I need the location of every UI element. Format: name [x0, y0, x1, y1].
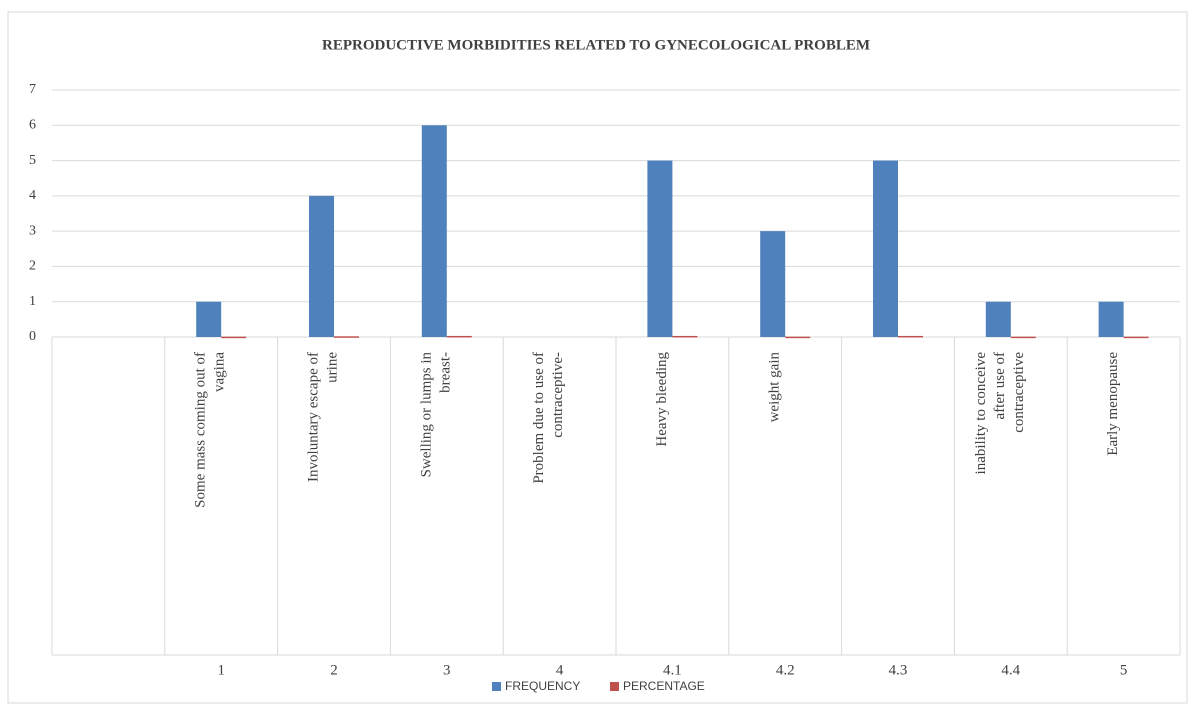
- bar: [421, 125, 447, 338]
- x-group-label: 4.4: [1001, 662, 1020, 678]
- bar: [196, 301, 222, 337]
- chart-border: [7, 11, 1188, 704]
- bar: [785, 336, 811, 339]
- y-tick-label: 1: [29, 294, 36, 309]
- y-tick-label: 3: [29, 223, 36, 238]
- x-group-label: 1: [217, 662, 225, 678]
- x-tick-label: Involuntary escape of urine: [306, 352, 341, 482]
- x-group-label: 4.3: [889, 662, 908, 678]
- bar: [873, 160, 898, 337]
- x-group-label: 4.1: [663, 662, 682, 678]
- x-tick-label: Early menopause: [1105, 352, 1121, 456]
- x-tick-label: Heavy bleeding: [654, 352, 670, 447]
- chart-title: REPRODUCTIVE MORBIDITIES RELATED TO GYNE…: [322, 37, 870, 53]
- bar: [760, 231, 786, 337]
- y-tick-label: 5: [29, 153, 36, 168]
- y-tick-label: 7: [29, 82, 36, 97]
- y-tick-label: 0: [29, 329, 36, 344]
- legend-swatch: [610, 682, 619, 691]
- bar: [985, 301, 1011, 337]
- bar: [672, 335, 698, 338]
- bar: [309, 195, 334, 337]
- bar: [446, 335, 472, 338]
- bar: [647, 160, 673, 337]
- x-group-label: 2: [330, 662, 338, 678]
- bar: [898, 335, 923, 338]
- x-tick-label: weight gain: [767, 352, 783, 423]
- bar: [1123, 336, 1149, 339]
- x-group-label: 4.2: [776, 662, 795, 678]
- x-group-label: 5: [1120, 662, 1128, 678]
- x-tick-label: Some mass coming out of vagina: [193, 352, 228, 508]
- x-tick-label: Problem due to use of contraceptive-: [532, 352, 567, 484]
- y-tick-label: 4: [29, 188, 36, 203]
- legend-label: FREQUENCY: [505, 679, 580, 693]
- y-tick-label: 2: [29, 259, 36, 274]
- x-tick-label: Swelling or lumps in breast-: [419, 352, 454, 478]
- legend-label: PERCENTAGE: [623, 679, 705, 693]
- legend-swatch: [492, 682, 501, 691]
- y-tick-label: 6: [29, 118, 36, 133]
- x-group-label: 3: [443, 662, 451, 678]
- bar: [221, 336, 247, 339]
- x-tick-label: inability to conceive after use of contrac…: [973, 352, 1027, 475]
- x-group-label: 4: [556, 662, 564, 678]
- bar: [1098, 301, 1124, 337]
- bar: [1010, 336, 1036, 339]
- bar: [334, 336, 359, 338]
